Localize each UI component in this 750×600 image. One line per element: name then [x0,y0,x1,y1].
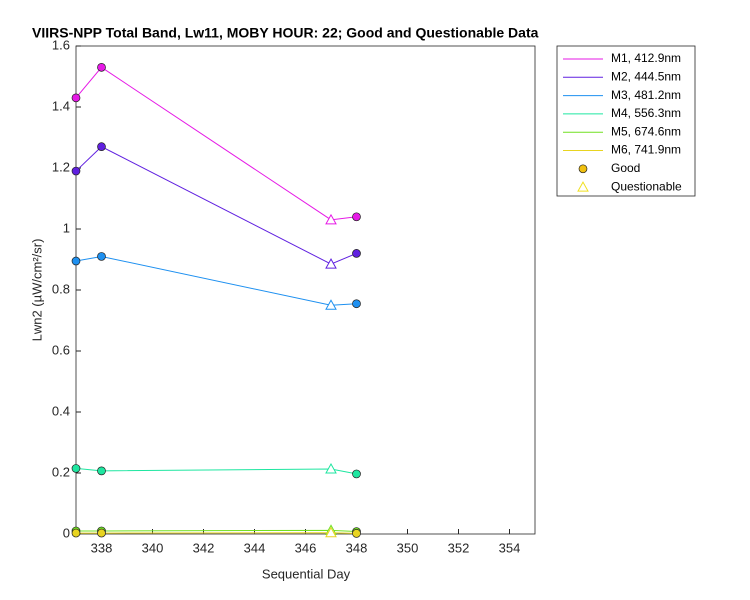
good-marker [97,252,106,261]
series-line [75,255,357,306]
questionable-marker [325,299,337,310]
x-tick-label: 350 [397,540,419,555]
y-tick-label: 0 [63,525,70,540]
y-tick-label: 1 [63,220,70,235]
questionable-marker [325,258,337,269]
x-tick-label: 340 [142,540,164,555]
legend-label: M6, 741.9nm [611,143,681,157]
good-marker [352,249,361,258]
questionable-marker [325,213,337,225]
y-tick-label: 0.2 [52,464,70,479]
x-tick-label: 354 [499,540,521,555]
good-marker [352,299,361,309]
legend-label: Good [611,161,640,175]
x-tick-label: 346 [295,540,317,555]
x-tick-label: 344 [244,540,266,555]
good-marker [97,466,106,476]
y-tick-label: 0.6 [52,342,70,357]
x-tick-label: 342 [193,540,215,555]
y-tick-label: 0.8 [52,281,70,296]
legend-label: M3, 481.2nm [611,88,681,102]
good-marker [352,529,361,538]
x-tick-label: 338 [91,540,113,555]
x-tick-label: 348 [346,540,368,555]
good-marker [71,528,81,538]
legend-label: M2, 444.5nm [611,69,681,83]
questionable-marker [325,463,337,474]
good-marker [71,464,81,473]
legend-label: M4, 556.3nm [611,106,681,120]
x-axis-label: Sequential Day [262,566,351,581]
series-line [75,66,357,221]
legend-marker [578,164,588,174]
series-line [76,529,357,533]
legend-label: Questionable [611,179,682,193]
good-marker [352,212,361,222]
y-tick-label: 0.4 [52,403,70,418]
good-marker [71,166,81,176]
series-line [75,146,357,265]
chart-title: VIIRS-NPP Total Band, Lw11, MOBY HOUR: 2… [32,25,539,41]
y-axis-label: Lwn2 (µW/cm²/sr) [29,239,44,342]
y-tick-label: 1.4 [52,98,70,113]
good-marker [352,469,361,479]
good-marker [97,528,106,538]
questionable-marker [325,526,337,538]
y-tick-label: 1.2 [52,159,70,174]
legend-marker [577,181,589,192]
legend-label: M1, 412.9nm [611,51,681,65]
legend-label: M5, 674.6nm [611,124,681,138]
good-marker [71,93,81,103]
good-marker [97,142,106,151]
series-line [76,532,357,534]
x-tick-label: 352 [448,540,470,555]
good-marker [71,256,81,266]
y-tick-label: 1.6 [52,37,70,52]
good-marker [97,62,106,72]
series-line [75,467,357,475]
